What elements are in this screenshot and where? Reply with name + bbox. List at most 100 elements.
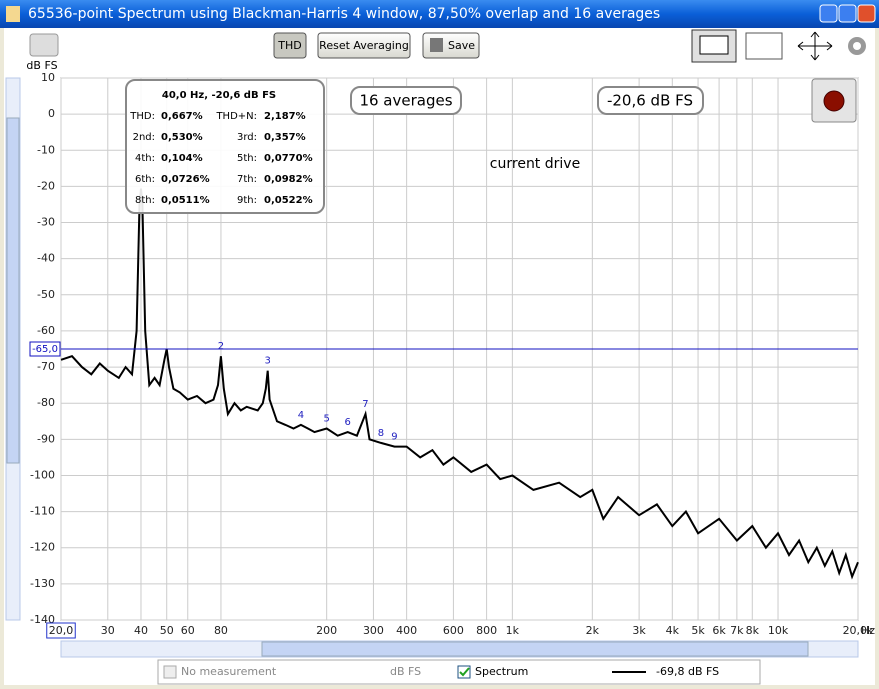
grid-button[interactable] (745, 32, 783, 60)
level-box (597, 86, 704, 115)
thd-value: 2,187% (264, 111, 306, 122)
legend-series-name: Spectrum (475, 665, 528, 678)
thd-label: 5th: (237, 153, 257, 164)
legend-unit: dB FS (390, 665, 421, 678)
harmonic-label: 2 (218, 341, 224, 352)
thd-value: 0,0726% (161, 174, 210, 185)
zoom-button[interactable] (797, 31, 833, 61)
y-tick-label: -10 (37, 143, 55, 156)
x-tick-label: 6k (712, 624, 726, 637)
thd-value: 0,357% (264, 132, 306, 143)
thd-box (125, 79, 325, 214)
cursor-label-bg (29, 341, 61, 357)
spectrum-line (60, 188, 859, 580)
thd-value: 0,104% (161, 153, 203, 164)
x-tick-label: 10k (768, 624, 789, 637)
close-button[interactable] (857, 4, 876, 23)
y-tick-label: 0 (48, 107, 55, 120)
harmonic-label: 6 (345, 417, 351, 428)
harmonic-label: 8 (378, 428, 384, 439)
x-tick-label: 5k (691, 624, 705, 637)
y-tick-label: -130 (30, 577, 55, 590)
y-tick-label: -40 (37, 252, 55, 265)
thd-value: 0,530% (161, 132, 203, 143)
v-scroll-thumb[interactable] (6, 117, 20, 464)
view-icon (699, 35, 729, 55)
x-tick-label: 300 (363, 624, 384, 637)
camera-button[interactable] (29, 33, 59, 57)
thd-value: 0,0511% (161, 195, 210, 206)
record-icon (823, 90, 845, 112)
no-measurement-label: No measurement (181, 665, 277, 678)
level-label: -20,6 dB FS (607, 92, 693, 110)
thd-value: 0,667% (161, 111, 203, 122)
x-tick-label: 400 (396, 624, 417, 637)
thd-value: 0,0770% (264, 153, 313, 164)
legend-cursor-value: -69,8 dB FS (656, 665, 719, 678)
app-icon (6, 6, 20, 22)
x-axis-label: Hz (861, 624, 875, 637)
averages-label: 16 averages (359, 92, 452, 110)
y-tick-label: -110 (30, 505, 55, 518)
checkmark (459, 667, 470, 677)
x-tick-label: 20,0 (49, 624, 74, 637)
thd-label: 2nd: (133, 132, 155, 143)
title-bar (0, 0, 879, 28)
thd-button[interactable] (273, 32, 307, 59)
x-tick-label: 2k (586, 624, 600, 637)
harmonic-label: 3 (265, 356, 271, 367)
y-tick-label: -70 (37, 360, 55, 373)
save-label: Save (448, 39, 475, 52)
y-tick-label: -20 (37, 179, 55, 192)
thd-label: THD: (129, 111, 155, 122)
thd-value: 0,0982% (264, 174, 313, 185)
harmonic-label: 7 (362, 399, 368, 410)
x-tick-label: 3k (632, 624, 646, 637)
x-tick-label: 30 (101, 624, 115, 637)
x-tick-label: 8k (746, 624, 760, 637)
averages-box (350, 86, 462, 115)
thd-value: 0,0522% (264, 195, 313, 206)
thd-label: 9th: (237, 195, 257, 206)
save-icon (430, 38, 443, 52)
reset-averaging-label: Reset Averaging (319, 39, 409, 52)
x-tick-label: 40 (134, 624, 148, 637)
y-axis-label: dB FS (26, 59, 57, 72)
x-tick-label: 7k (730, 624, 744, 637)
x-tick-label: 20,0k (843, 624, 874, 637)
minimize-button[interactable] (819, 4, 838, 23)
x-tick-label: 800 (476, 624, 497, 637)
window-title: 65536-point Spectrum using Blackman-Harr… (28, 6, 660, 22)
thd-button-label: THD (277, 39, 301, 52)
x-tick-label: 4k (666, 624, 680, 637)
y-tick-label: -30 (37, 216, 55, 229)
x-tick-label: 1k (506, 624, 520, 637)
thd-rows: THD: 0,667% THD+N: 2,187% 2nd: 0,530% 3rd: 0,35… (129, 111, 312, 206)
y-tick-label: -120 (30, 541, 55, 554)
harmonic-label: 4 (298, 410, 304, 421)
thd-label: 3rd: (237, 132, 257, 143)
h-scroll-thumb[interactable] (261, 641, 809, 657)
x-tick-label: 50 (160, 624, 174, 637)
x-tick-label: 200 (316, 624, 337, 637)
y-tick-label: -50 (37, 288, 55, 301)
maximize-button[interactable] (838, 4, 857, 23)
y-tick-label: -60 (37, 324, 55, 337)
thd-label: 6th: (135, 174, 155, 185)
harmonic-label: 5 (323, 413, 329, 424)
y-tick-label: -80 (37, 396, 55, 409)
thd-label: 7th: (237, 174, 257, 185)
y-tick-label: -100 (30, 468, 55, 481)
x-tick-label: 600 (443, 624, 464, 637)
x-tick-label: 80 (214, 624, 228, 637)
harmonic-label: 9 (391, 432, 397, 443)
thd-heading: 40,0 Hz, -20,6 dB FS (162, 90, 276, 101)
annotation: current drive (490, 156, 580, 172)
thd-label: 4th: (135, 153, 155, 164)
reset-averaging-button[interactable] (317, 32, 411, 59)
no-measurement-checkbox[interactable] (163, 665, 177, 679)
settings-hole (853, 42, 861, 50)
cursor-label: -65,0 (32, 344, 58, 355)
x-tick-label: 60 (181, 624, 195, 637)
